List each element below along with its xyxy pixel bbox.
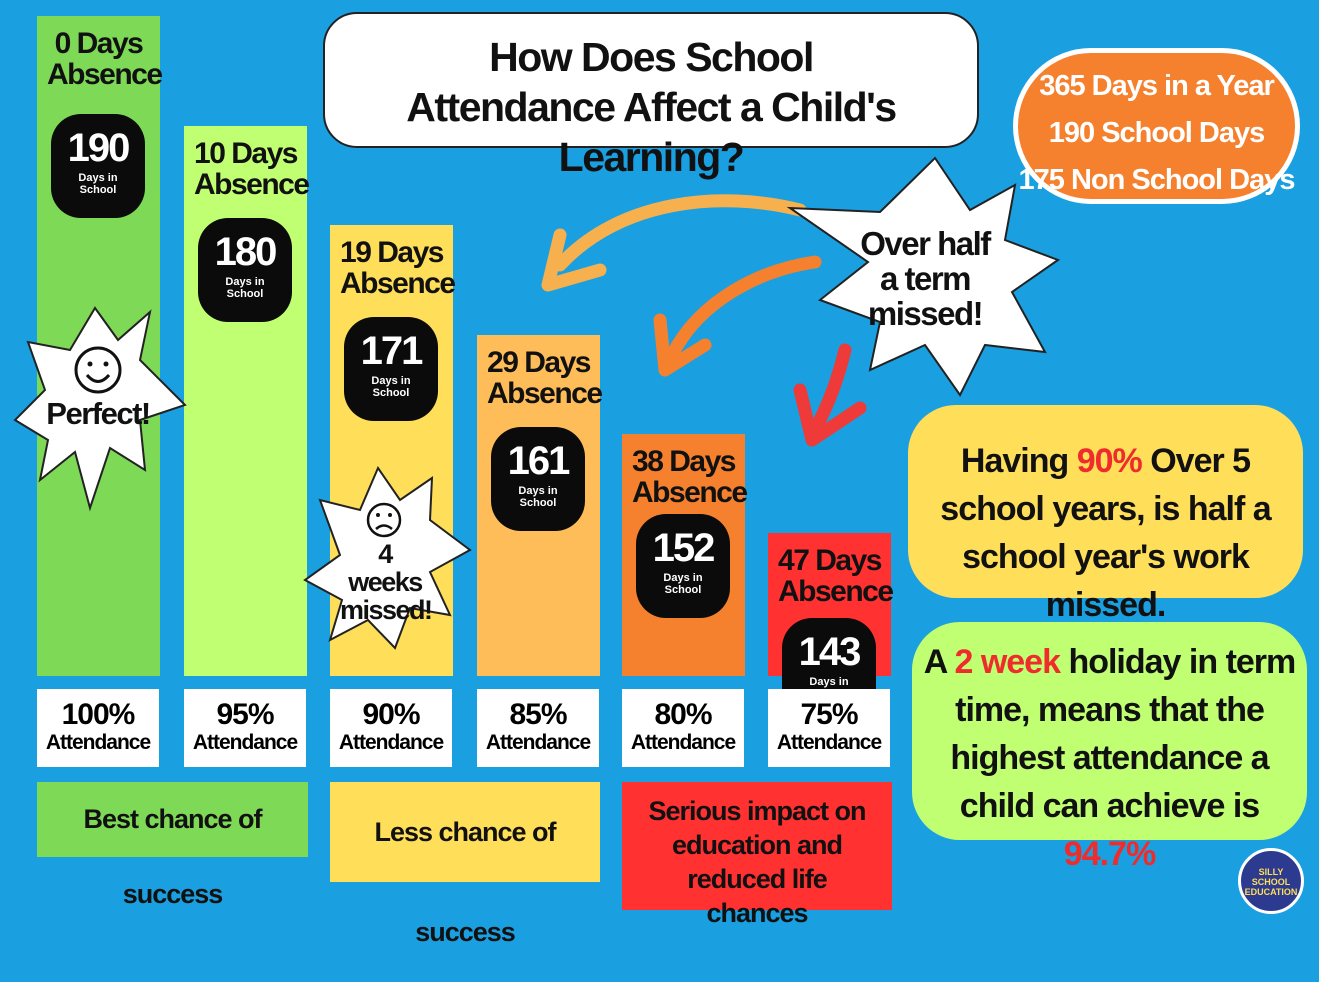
days-value: 161 <box>507 439 571 483</box>
attendance-caption: Attendance <box>630 731 736 754</box>
attendance-caption: Attendance <box>485 731 591 754</box>
days-unit: Days in School <box>225 276 265 300</box>
bar-80-percent: 38 Days Absence 152 Days in School <box>622 434 748 676</box>
bar-95-percent: 10 Days Absence 180 Days in School <box>184 126 310 676</box>
days-in-school-badge: 152 Days in School <box>636 514 730 618</box>
annotations-layer <box>13 156 1061 650</box>
absence-label: 47 Days Absence <box>778 544 894 608</box>
fact-school-days: 190 School Days <box>1048 117 1266 149</box>
arrow-to-29-days-head <box>541 228 607 292</box>
arrow-to-47-days-head <box>793 383 867 447</box>
arrow-to-47-days <box>808 343 852 437</box>
days-value: 143 <box>798 630 862 674</box>
smiley-icon <box>74 346 122 394</box>
outcome-less: Less chance of success <box>330 782 600 947</box>
attendance-box: 80% Attendance <box>622 689 744 767</box>
attendance-box: 85% Attendance <box>477 689 599 767</box>
attendance-box: 90% Attendance <box>330 689 452 767</box>
attendance-caption: Attendance <box>192 731 298 754</box>
absence-label: 0 Days Absence <box>47 27 163 91</box>
attendance-percent: 100% <box>61 698 136 731</box>
sad-face-icon <box>366 502 402 538</box>
days-in-school-badge: 180 Days in School <box>198 218 292 322</box>
bar-85-percent: 29 Days Absence 161 Days in School <box>477 335 603 676</box>
outcome-best: Best chance of success <box>37 782 308 909</box>
attendance-caption: Attendance <box>338 731 444 754</box>
half-term-label: Over half a term missed! <box>860 225 991 332</box>
note-holiday: A 2 week holiday in term time, means tha… <box>912 622 1307 873</box>
attendance-caption: Attendance <box>45 731 151 754</box>
days-in-school-badge: 161 Days in School <box>491 427 585 531</box>
perfect-starburst <box>13 306 187 512</box>
attendance-caption: Attendance <box>776 731 882 754</box>
attendance-percent: 85% <box>509 698 567 731</box>
days-value: 152 <box>652 526 716 570</box>
fact-days-in-year: 365 Days in a Year <box>1039 70 1275 102</box>
days-unit: Days in School <box>518 485 558 509</box>
title-box: How Does School Attendance Affect a Chil… <box>323 12 979 180</box>
arrow-to-38-days-head <box>653 313 712 377</box>
four-weeks-starburst <box>303 465 472 650</box>
half-term-starburst <box>786 156 1061 397</box>
year-facts-box: 365 Days in a Year 190 School Days 175 N… <box>1013 48 1300 204</box>
page-title: How Does School Attendance Affect a Chil… <box>406 34 897 180</box>
days-unit: Days in School <box>371 375 411 399</box>
attendance-percent: 75% <box>800 698 858 731</box>
logo: SILLY SCHOOL EDUCATION <box>1238 848 1304 914</box>
attendance-box: 100% Attendance <box>37 689 159 767</box>
attendance-percent: 80% <box>654 698 712 731</box>
days-value: 171 <box>360 329 424 373</box>
outcome-serious: Serious impact on education and reduced … <box>622 782 892 928</box>
arrow-to-29-days <box>553 194 807 272</box>
fact-non-school-days: 175 Non School Days <box>1018 164 1296 196</box>
days-unit: Days in School <box>78 172 118 196</box>
perfect-label: Perfect! <box>46 396 151 431</box>
days-value: 190 <box>67 126 131 170</box>
attendance-percent: 90% <box>362 698 420 731</box>
days-unit: Days in School <box>663 572 703 596</box>
attendance-percent: 95% <box>216 698 274 731</box>
arrow-to-38-days <box>665 255 822 362</box>
days-value: 180 <box>214 230 278 274</box>
absence-label: 10 Days Absence <box>194 137 310 201</box>
absence-label: 19 Days Absence <box>340 236 456 300</box>
arrows <box>541 194 867 447</box>
note-90-percent: Having 90% Over 5 school years, is half … <box>908 405 1303 624</box>
days-in-school-badge: 190 Days in School <box>51 114 145 218</box>
days-in-school-badge: 171 Days in School <box>344 317 438 421</box>
attendance-box: 95% Attendance <box>184 689 306 767</box>
attendance-box: 75% Attendance <box>768 689 890 767</box>
absence-label: 38 Days Absence <box>632 445 748 509</box>
four-weeks-label: 4 weeks missed! <box>340 539 433 625</box>
absence-label: 29 Days Absence <box>487 346 603 410</box>
